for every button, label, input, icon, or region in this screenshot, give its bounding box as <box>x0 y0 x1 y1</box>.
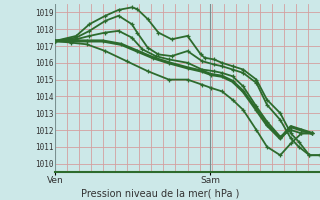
Text: Pression niveau de la mer( hPa ): Pression niveau de la mer( hPa ) <box>81 188 239 198</box>
